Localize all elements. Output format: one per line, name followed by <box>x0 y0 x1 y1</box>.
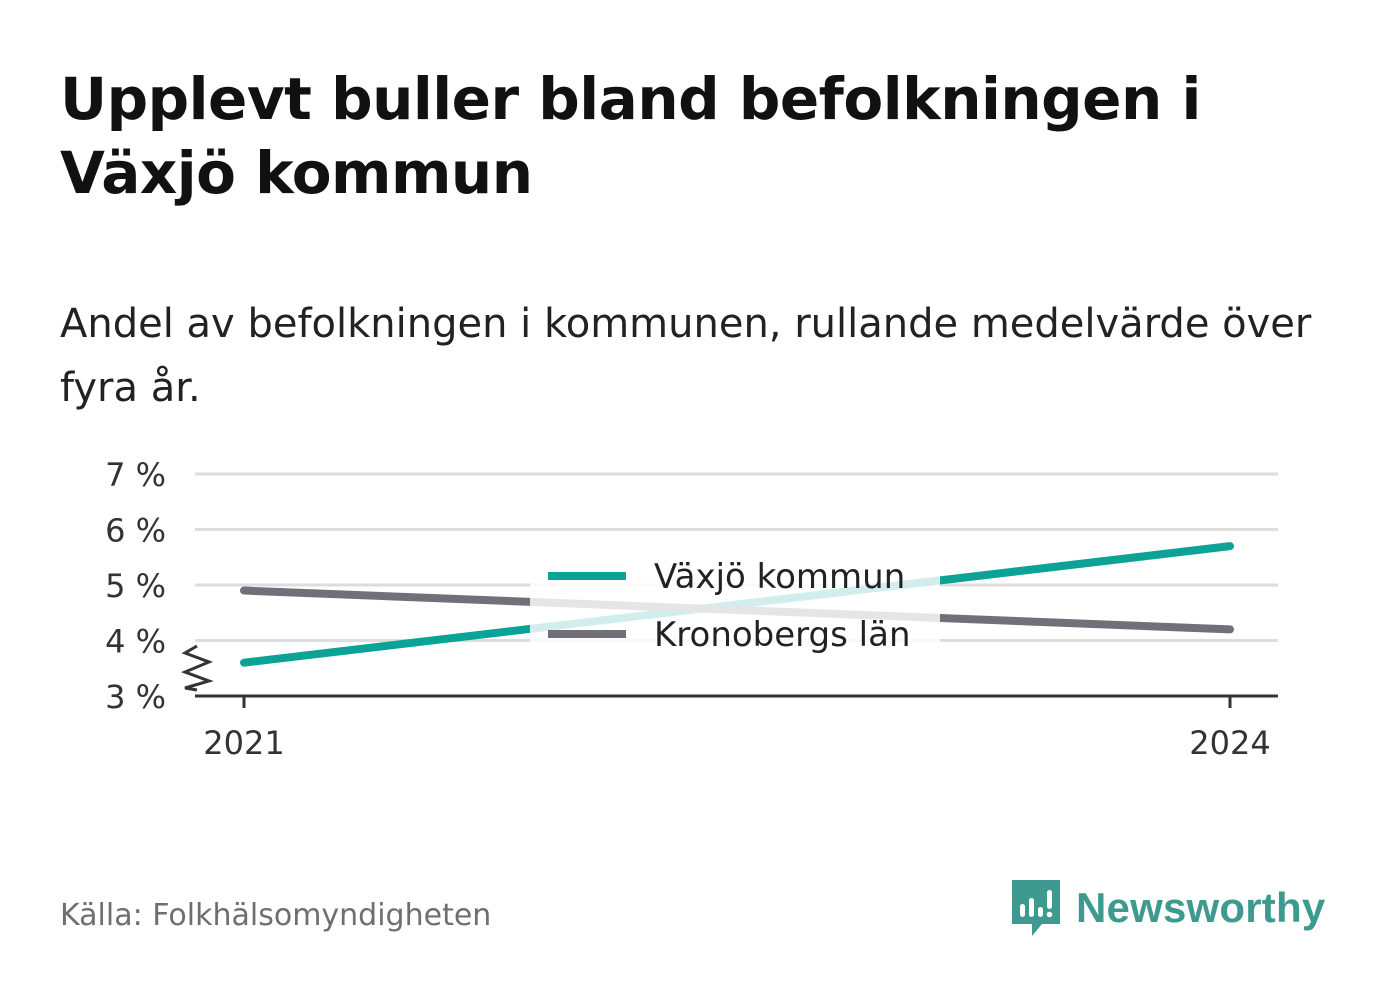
y-axis-ticks: 3 % 4 % 5 % 6 % 7 % <box>105 456 214 716</box>
axis-break-icon <box>180 644 214 692</box>
chart-subtitle: Andel av befolkningen i kommunen, rullan… <box>60 301 1312 411</box>
chart-title: Upplevt buller bland befolkningen i Växj… <box>60 65 1201 207</box>
x-axis-ticks: 2021 2024 <box>203 696 1271 762</box>
line-chart: 3 % 4 % 5 % 6 % 7 % 2021 2024 Växjö kommun Kro… <box>105 456 1278 762</box>
y-tick-label: 4 % <box>105 623 166 661</box>
y-tick-label: 5 % <box>105 567 166 605</box>
legend: Växjö kommun Kronobergs län <box>530 548 940 656</box>
newsworthy-logo-icon <box>1012 880 1060 936</box>
y-tick-label: 3 % <box>105 678 166 716</box>
y-tick-label: 6 % <box>105 512 166 550</box>
brand-logo: Newsworthy <box>1010 878 1325 938</box>
legend-label-0: Växjö kommun <box>654 557 905 597</box>
brand-name: Newsworthy <box>1076 884 1326 931</box>
x-tick-label: 2024 <box>1189 724 1270 762</box>
y-tick-label: 7 % <box>105 456 166 494</box>
x-tick-label: 2021 <box>203 724 284 762</box>
source-note: Källa: Folkhälsomyndigheten <box>60 898 492 933</box>
legend-label-1: Kronobergs län <box>654 615 911 655</box>
